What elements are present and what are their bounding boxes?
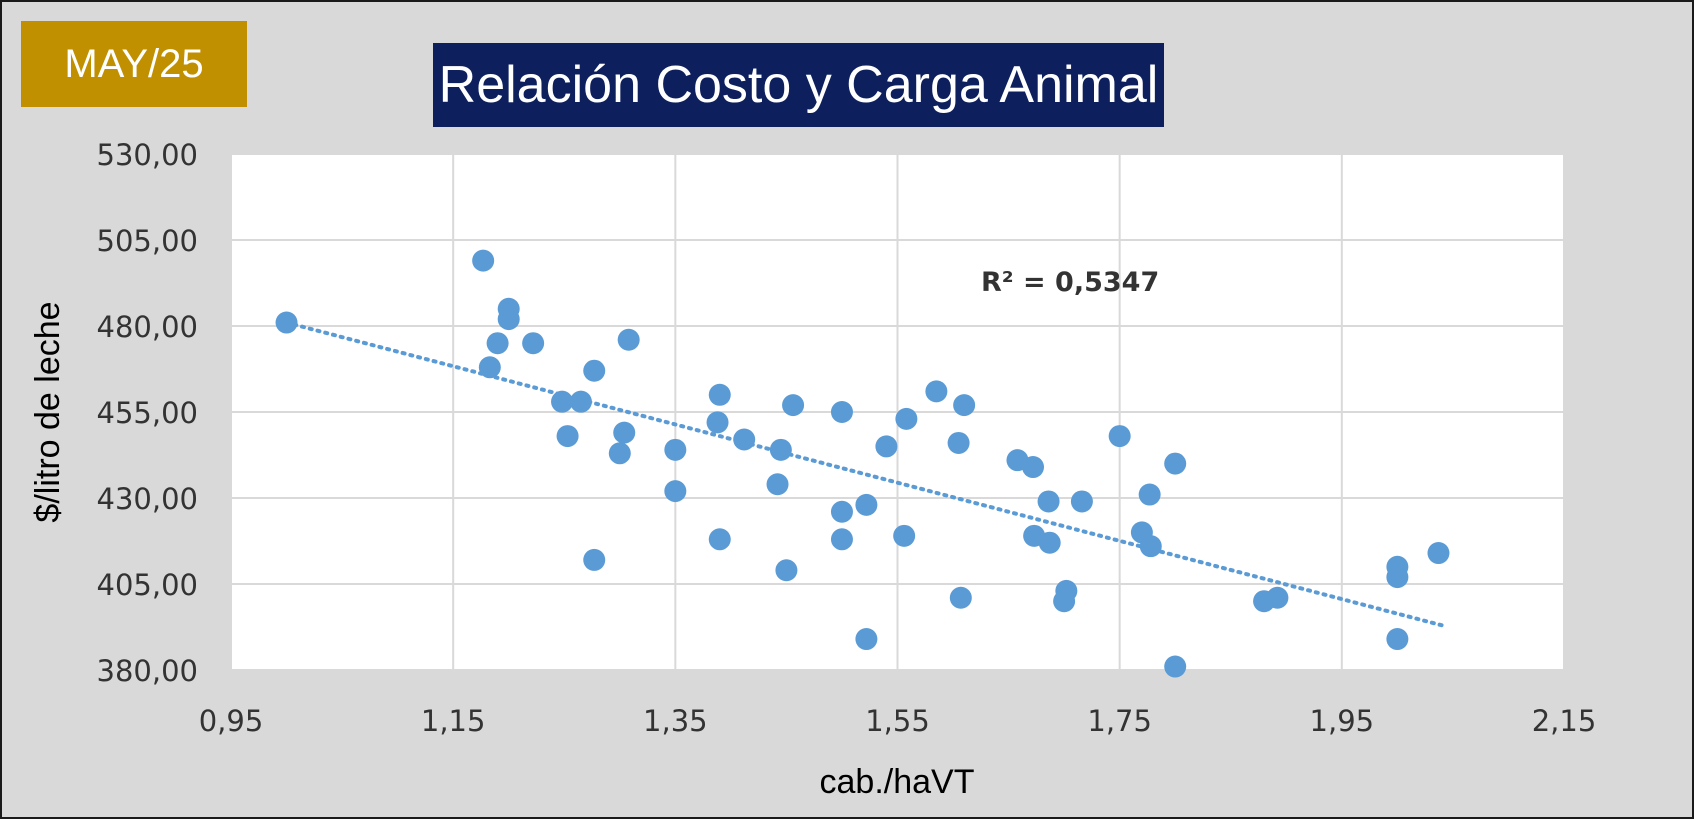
data-point	[1164, 655, 1187, 678]
data-point	[855, 628, 878, 651]
x-tick-label: 0,95	[199, 704, 264, 738]
data-point	[608, 442, 631, 465]
data-point	[1164, 452, 1187, 475]
data-point	[766, 473, 789, 496]
data-point	[947, 431, 970, 454]
data-point	[522, 332, 545, 355]
data-point	[830, 528, 853, 551]
y-tick-label: 530,00	[97, 138, 198, 172]
trendline	[284, 320, 1444, 628]
x-tick-label: 1,15	[421, 704, 486, 738]
data-point	[569, 390, 592, 413]
data-point	[1037, 490, 1060, 513]
data-point	[708, 383, 731, 406]
date-badge: MAY/25	[21, 21, 247, 107]
data-point	[895, 407, 918, 430]
data-point	[664, 438, 687, 461]
data-point	[769, 438, 792, 461]
data-point	[1386, 628, 1409, 651]
data-point	[893, 524, 916, 547]
y-tick-label: 430,00	[97, 482, 198, 516]
data-point	[551, 390, 574, 413]
x-tick-label: 2,15	[1532, 704, 1597, 738]
chart-title: Relación Costo y Carga Animal	[433, 43, 1164, 127]
data-point	[1266, 586, 1289, 609]
data-point	[830, 500, 853, 523]
data-point	[1108, 425, 1131, 448]
data-point	[1427, 542, 1450, 565]
data-point	[1139, 535, 1162, 558]
data-point	[472, 249, 495, 272]
data-point	[497, 308, 520, 331]
data-point	[1138, 483, 1161, 506]
data-point	[583, 359, 606, 382]
data-point	[613, 421, 636, 444]
data-point	[708, 528, 731, 551]
data-points	[275, 249, 1450, 678]
r-squared-annotation: R² = 0,5347	[981, 267, 1159, 298]
y-tick-label: 480,00	[97, 310, 198, 344]
data-point	[1022, 456, 1045, 479]
grid	[230, 153, 1565, 671]
data-point	[583, 548, 606, 571]
data-point	[953, 394, 976, 417]
data-point	[275, 311, 298, 334]
y-tick-label: 505,00	[97, 224, 198, 258]
x-tick-label: 1,95	[1310, 704, 1375, 738]
x-tick-label: 1,55	[865, 704, 930, 738]
data-point	[855, 493, 878, 516]
x-axis-ticks: 0,95 1,15 1,35 1,55 1,75 1,95 2,15	[199, 704, 1597, 738]
data-point	[949, 586, 972, 609]
data-point	[775, 559, 798, 582]
x-tick-label: 1,35	[643, 704, 708, 738]
y-tick-label: 380,00	[97, 654, 198, 688]
data-point	[830, 401, 853, 423]
data-point	[1386, 566, 1409, 589]
y-tick-label: 405,00	[97, 568, 198, 602]
data-point	[925, 380, 948, 403]
data-point	[664, 480, 687, 503]
x-axis-label: cab./haVT	[820, 763, 975, 801]
y-axis-label: $/litro de leche	[29, 301, 67, 522]
data-point	[1055, 579, 1078, 602]
y-tick-label: 455,00	[97, 396, 198, 430]
data-point	[733, 428, 756, 451]
data-point	[875, 435, 898, 458]
data-point	[1038, 531, 1061, 554]
x-tick-label: 1,75	[1087, 704, 1152, 738]
data-point	[617, 328, 640, 351]
data-point	[556, 425, 579, 448]
data-point	[486, 332, 509, 355]
data-point	[706, 411, 729, 434]
data-point	[782, 394, 805, 417]
y-axis-ticks: 380,00 405,00 430,00 455,00 480,00 505,00 530,…	[97, 138, 198, 688]
data-point	[478, 356, 501, 379]
data-point	[1070, 490, 1093, 513]
